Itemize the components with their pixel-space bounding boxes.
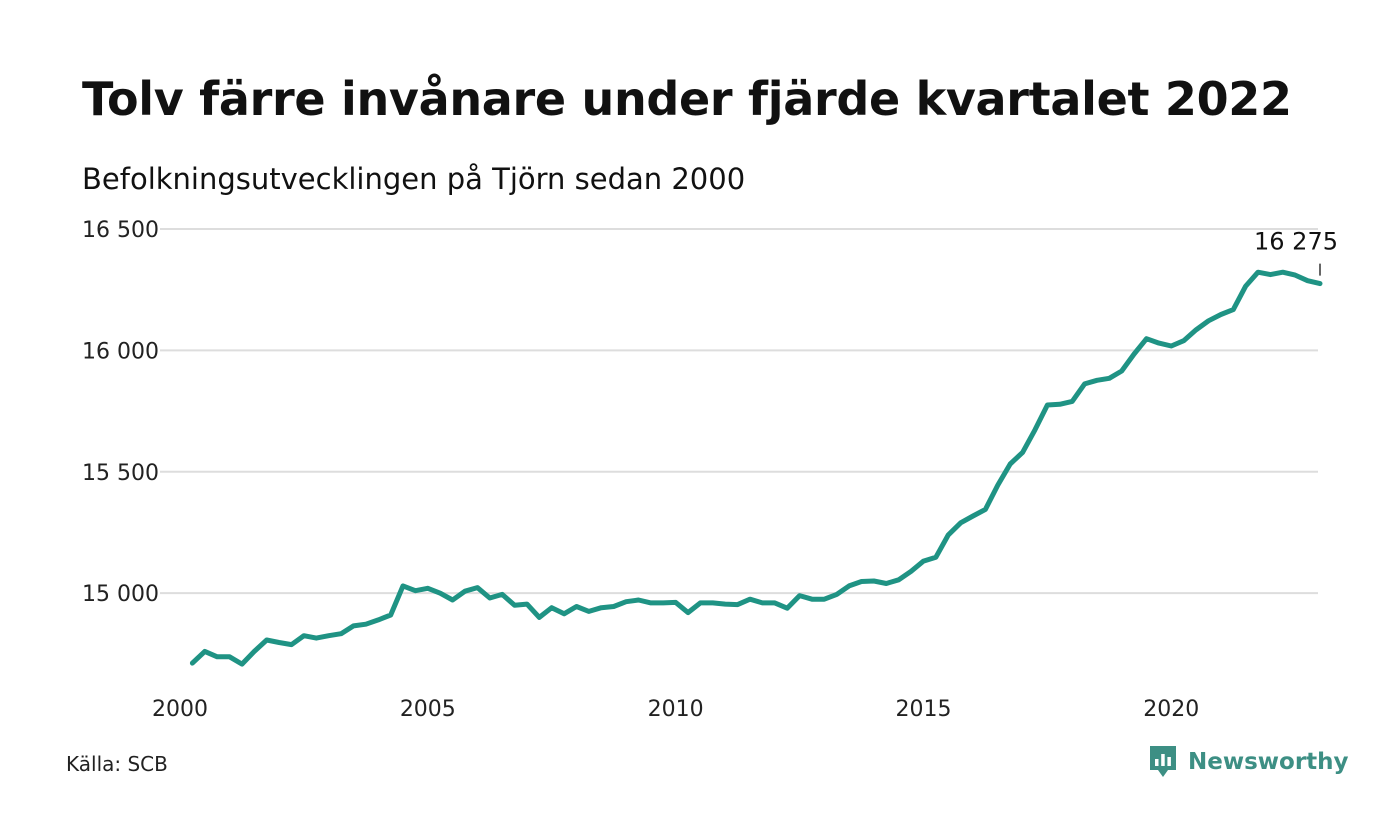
x-tick-label: 2005 xyxy=(400,697,456,722)
end-annotation: 16 275 xyxy=(1254,228,1338,276)
grid-lines xyxy=(160,228,1318,595)
y-tick-label: 15 000 xyxy=(82,582,159,607)
x-axis-ticks: 2000 2005 2010 2015 2020 xyxy=(152,697,1199,722)
newsworthy-logo-icon xyxy=(1150,746,1176,777)
y-tick-label: 16 500 xyxy=(82,218,159,243)
source-note: Källa: SCB xyxy=(66,752,168,776)
brand-name: Newsworthy xyxy=(1188,749,1349,775)
series-layer xyxy=(189,269,1323,667)
brand-logo: Newsworthy xyxy=(1148,744,1349,780)
end-value-label: 16 275 xyxy=(1254,228,1338,256)
chart-subtitle: Befolkningsutvecklingen på Tjörn sedan 2… xyxy=(82,162,746,196)
x-tick-label: 2010 xyxy=(648,697,704,722)
chart-title: Tolv färre invånare under fjärde kvartal… xyxy=(82,72,1292,126)
x-tick-label: 2015 xyxy=(895,697,951,722)
y-tick-label: 16 000 xyxy=(82,339,159,364)
x-tick-label: 2000 xyxy=(152,697,208,722)
x-tick-label: 2020 xyxy=(1143,697,1199,722)
y-tick-label: 15 500 xyxy=(82,461,159,486)
y-axis-ticks: 15 000 15 500 16 000 16 500 xyxy=(82,218,159,607)
population-series-line xyxy=(189,269,1323,667)
